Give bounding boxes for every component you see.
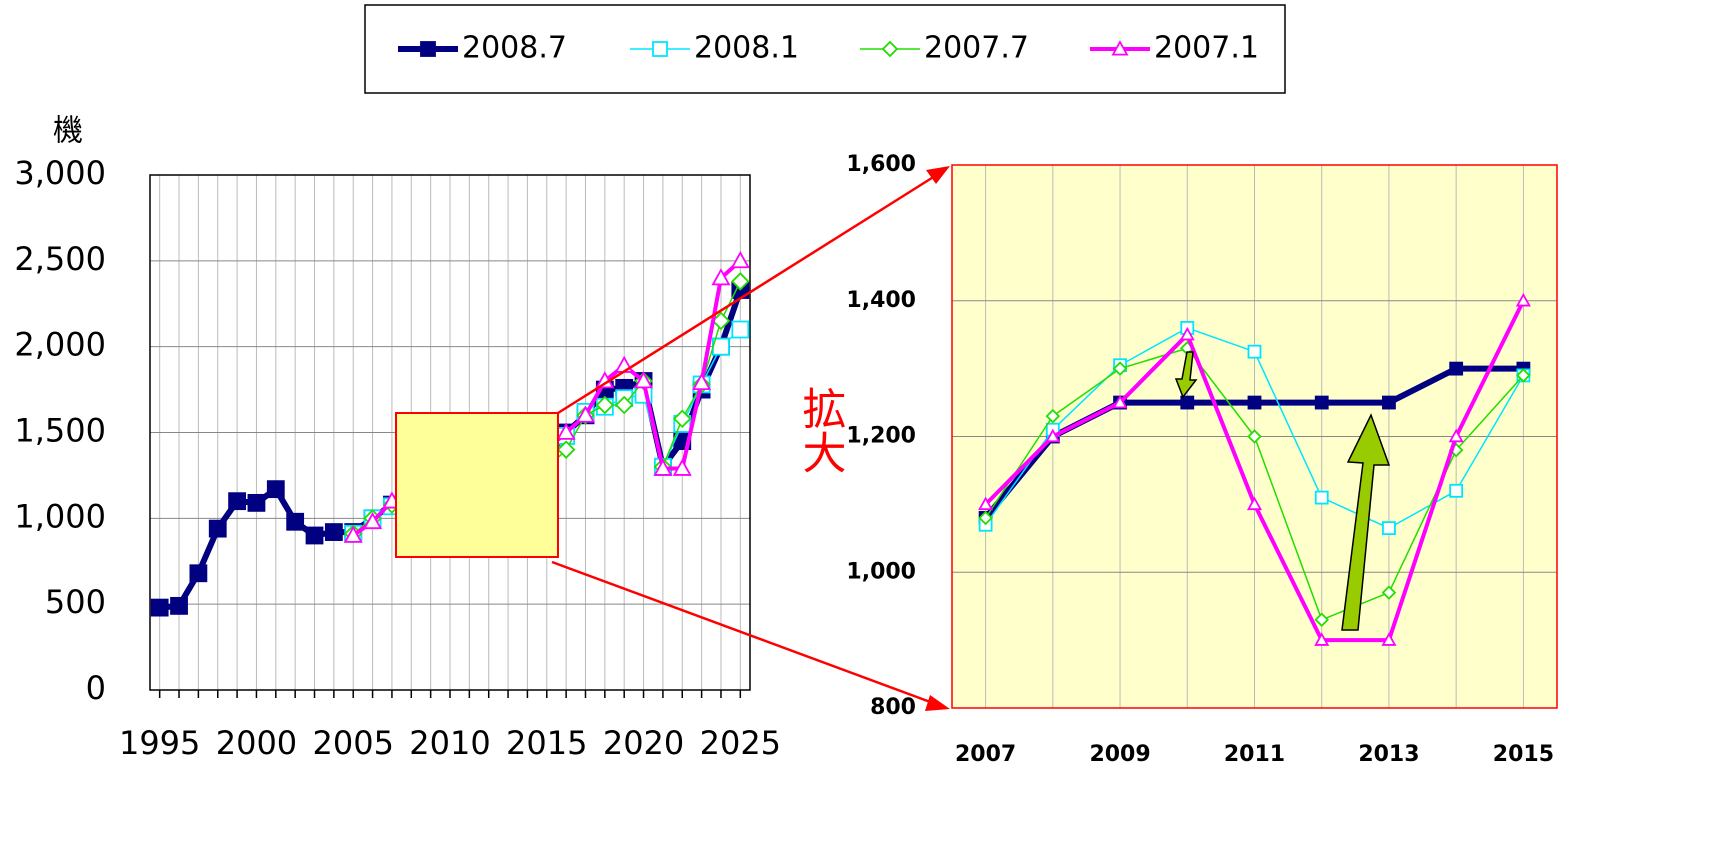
marker [1381,632,1397,646]
x-tick-label: 2025 [700,724,781,762]
marker [1247,395,1262,410]
marker [150,598,169,617]
zoom-box [395,412,559,558]
plots: 0 500 1,000 1,500 2,000 2,500 3,000 1995 2000 200… [14,152,1558,767]
x-tick-label: 2013 [1358,742,1419,767]
marker [595,395,615,415]
marker [266,480,285,499]
marker [1515,292,1531,307]
marker [343,525,363,543]
marker [1314,612,1329,628]
marker [1448,428,1464,443]
marker [978,496,994,511]
zoom-arrow [551,560,934,705]
marker [1045,428,1061,443]
y-tick-label: 1,600 [846,152,916,177]
marker [1247,344,1262,359]
marker [247,493,266,512]
marker [711,311,731,331]
legend-label: 2007.7 [924,31,1029,66]
marker [1449,483,1464,498]
marker [286,512,305,531]
marker [228,492,246,511]
arrow-head [925,695,950,711]
y-tick-label: 1,500 [14,412,106,450]
marker [1179,326,1195,341]
trend-arrow [1341,413,1391,631]
y-tick-label: 0 [86,669,106,707]
marker [1111,40,1129,56]
legend-label: 2007.1 [1154,31,1259,66]
y-tick-label: 1,000 [14,497,106,535]
x-tick-label: 2000 [216,724,297,762]
y-tick-label: 2,500 [14,240,106,278]
annotation: 拡大 [795,386,846,474]
marker [731,272,750,291]
overlay [395,166,1391,711]
marker [324,523,343,541]
marker [1382,521,1396,536]
marker [978,510,993,526]
marker [672,458,692,476]
marker [1314,632,1330,646]
x-tick-label: 2005 [313,724,394,762]
x-tick-label: 2010 [409,724,490,762]
marker [1112,361,1128,376]
marker [1314,395,1329,410]
marker [170,596,188,615]
x-tick-label: 1995 [119,724,200,762]
marker [1516,368,1531,383]
y-tick-label: 2,000 [14,326,106,364]
marker [1246,496,1263,511]
legend-label: 2008.7 [462,31,567,66]
y-tick-label: 500 [45,583,106,621]
legend: 2008.7 2008.1 2007.7 2007.1 [398,31,1259,66]
y-tick-label: 1,000 [846,559,916,584]
y-tick-label: 800 [870,695,916,720]
marker [1045,408,1061,424]
legend-label: 2008.1 [694,31,799,66]
arrow-head [926,166,950,184]
marker [556,422,576,440]
x-tick-label: 2020 [603,724,684,762]
marker [420,41,436,57]
marker [575,405,596,423]
y-tick-label: 1,400 [846,288,916,313]
marker [730,250,750,269]
marker [652,41,668,57]
marker [614,395,634,415]
plot-border [951,164,1558,709]
marker [1381,585,1397,600]
plot: 800 1,000 1,200 1,400 1,600 2007 2009 2011 2013 2… [846,152,1558,767]
marker [1247,429,1262,444]
trend-arrow [1174,351,1198,399]
marker [672,409,692,429]
marker [189,564,208,583]
x-tick-label: 2015 [1493,742,1554,767]
marker [692,372,712,391]
marker [1180,395,1195,410]
marker [1382,395,1396,410]
marker [881,40,899,58]
marker [711,268,731,286]
marker [208,519,227,538]
marker [1449,361,1464,376]
zoom-arrow [557,174,936,415]
marker [305,526,324,545]
x-tick-label: 2009 [1089,742,1150,767]
marker [556,440,576,459]
x-tick-label: 2007 [955,742,1016,767]
marker [363,511,383,530]
x-tick-label: 2011 [1224,742,1285,767]
y-tick-label: 1,200 [846,424,916,449]
marker [653,458,673,476]
marker [634,371,654,389]
y-axis-label: 機 [53,114,83,149]
marker [1112,394,1128,409]
y-tick-label: 3,000 [14,154,106,192]
marker [1314,490,1329,505]
marker [731,320,750,339]
x-tick-label: 2015 [506,724,587,762]
